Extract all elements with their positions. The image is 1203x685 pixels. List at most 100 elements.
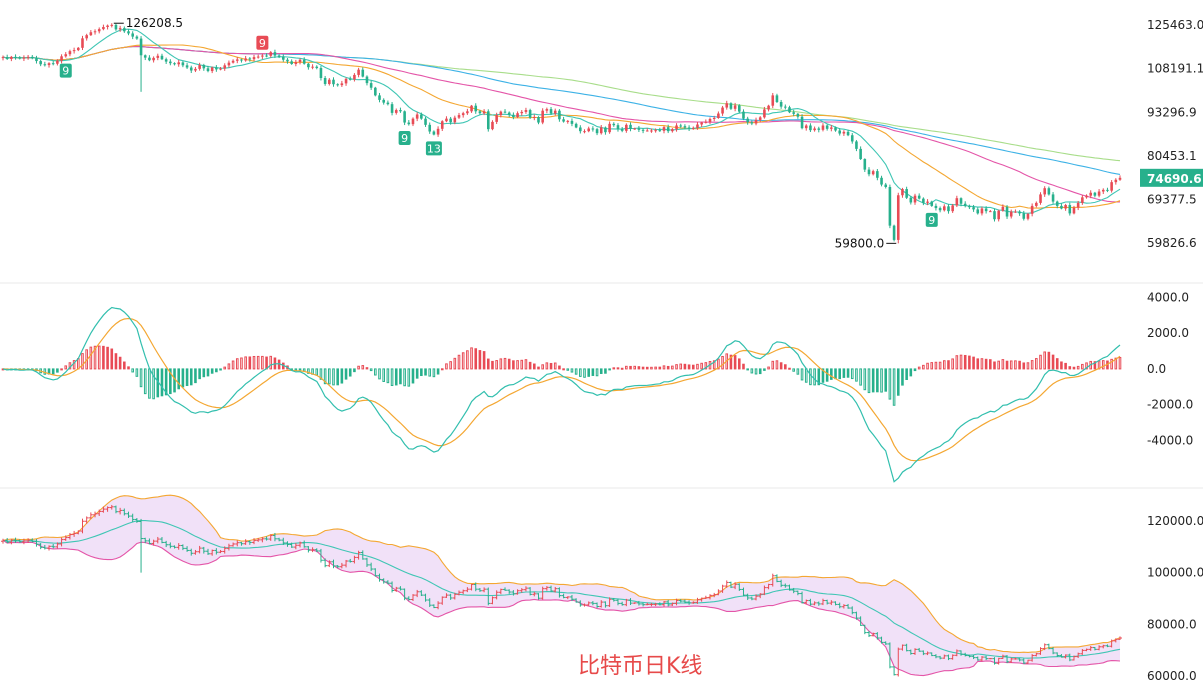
ohlc-bar (900, 644, 905, 651)
candle-body (143, 55, 147, 58)
macd-axis-label: 0.0 (1147, 362, 1166, 376)
candle (294, 59, 298, 67)
candle (164, 57, 168, 64)
macd-histogram-bar (666, 365, 670, 370)
ohlc-bar (461, 589, 466, 595)
candle (834, 126, 837, 132)
candle (570, 118, 574, 127)
candle (286, 58, 289, 64)
ohlc-bar (825, 599, 830, 605)
macd-histogram-bar (779, 362, 783, 370)
macd-histogram-bar (595, 368, 599, 377)
ohlc-bar (632, 602, 637, 604)
macd-histogram-bar (968, 355, 971, 370)
candle (938, 206, 942, 213)
ohlc-bar (967, 654, 972, 658)
candle-body (729, 103, 733, 109)
macd-histogram-bar (93, 345, 97, 370)
candle (725, 100, 729, 110)
ohlc-bar (687, 600, 692, 605)
macd-histogram-bar (516, 360, 519, 370)
macd-histogram-bar (813, 368, 816, 386)
ohlc-bar (314, 548, 319, 553)
candle (223, 63, 227, 71)
ohlc-bar (816, 601, 821, 606)
candle-body (533, 117, 536, 119)
candle-body (240, 59, 243, 61)
candle-body (5, 57, 9, 59)
candle-body (1055, 201, 1059, 206)
candle (486, 109, 490, 132)
candle (336, 83, 339, 87)
ohlc-bar (791, 587, 796, 594)
candle (1005, 205, 1009, 219)
candle (219, 66, 222, 71)
candle (265, 53, 268, 58)
candle (5, 54, 9, 60)
candle-body (269, 52, 273, 56)
ohlc-bar (1092, 647, 1097, 651)
ohlc-bar (247, 540, 252, 545)
candle-body (775, 95, 779, 103)
candle (143, 54, 147, 61)
macd-histogram-bar (729, 354, 733, 370)
candle (1001, 204, 1005, 212)
ohlc-bar (971, 654, 976, 660)
macd-histogram-bar (930, 362, 934, 370)
candle-body (227, 62, 231, 66)
macd-histogram-bar (265, 356, 268, 370)
candle (194, 67, 197, 73)
candle (1051, 192, 1055, 204)
macd-histogram-bar (181, 368, 185, 388)
candle-body (813, 128, 816, 131)
candle (541, 108, 544, 125)
ohlc-bar (377, 573, 382, 582)
candle (118, 25, 122, 32)
bollinger-mid-line (2, 519, 1121, 659)
macd-histogram-bar (202, 368, 206, 378)
candle (553, 108, 557, 116)
candle (917, 193, 921, 200)
macd-histogram-bar (733, 355, 737, 370)
candle (68, 49, 72, 57)
macd-histogram-bar (118, 356, 122, 370)
candle (587, 126, 590, 133)
current-price-label: 74690.6 (1147, 172, 1202, 186)
candle (30, 55, 34, 60)
ohlc-bar (239, 541, 244, 546)
ohlc-bar (431, 604, 436, 609)
candle-body (43, 64, 47, 66)
macd-histogram-bar (750, 368, 754, 374)
candle-body (574, 123, 578, 128)
macd-histogram-bar (198, 368, 201, 380)
candle-body (252, 57, 256, 60)
macd-histogram-bar (616, 367, 620, 370)
candle-body (763, 109, 766, 118)
td-count-label: 9 (928, 214, 935, 227)
candle-body (22, 57, 26, 59)
macd-histogram-bar (687, 364, 691, 370)
candle (432, 130, 436, 136)
macd-histogram-bar (348, 368, 352, 377)
candle (85, 33, 88, 41)
candle (470, 104, 473, 113)
ohlc-bar (1042, 643, 1047, 651)
candle (281, 54, 285, 62)
macd-histogram-bar (440, 368, 444, 371)
candle (947, 204, 950, 214)
ohlc-bar (93, 511, 98, 518)
candle-body (558, 110, 561, 120)
ohlc-bar (197, 545, 202, 554)
candle-body (26, 56, 30, 58)
candle (830, 124, 833, 132)
ohlc-bar (854, 611, 859, 620)
candle-body (336, 84, 339, 86)
ohlc-bar (766, 583, 771, 590)
ohlc-bar (494, 590, 499, 600)
macd-histogram-bar (1093, 361, 1097, 370)
candle (976, 207, 980, 215)
candle (411, 117, 415, 127)
candle (482, 109, 486, 116)
candle (1, 55, 5, 61)
candle (56, 59, 59, 66)
